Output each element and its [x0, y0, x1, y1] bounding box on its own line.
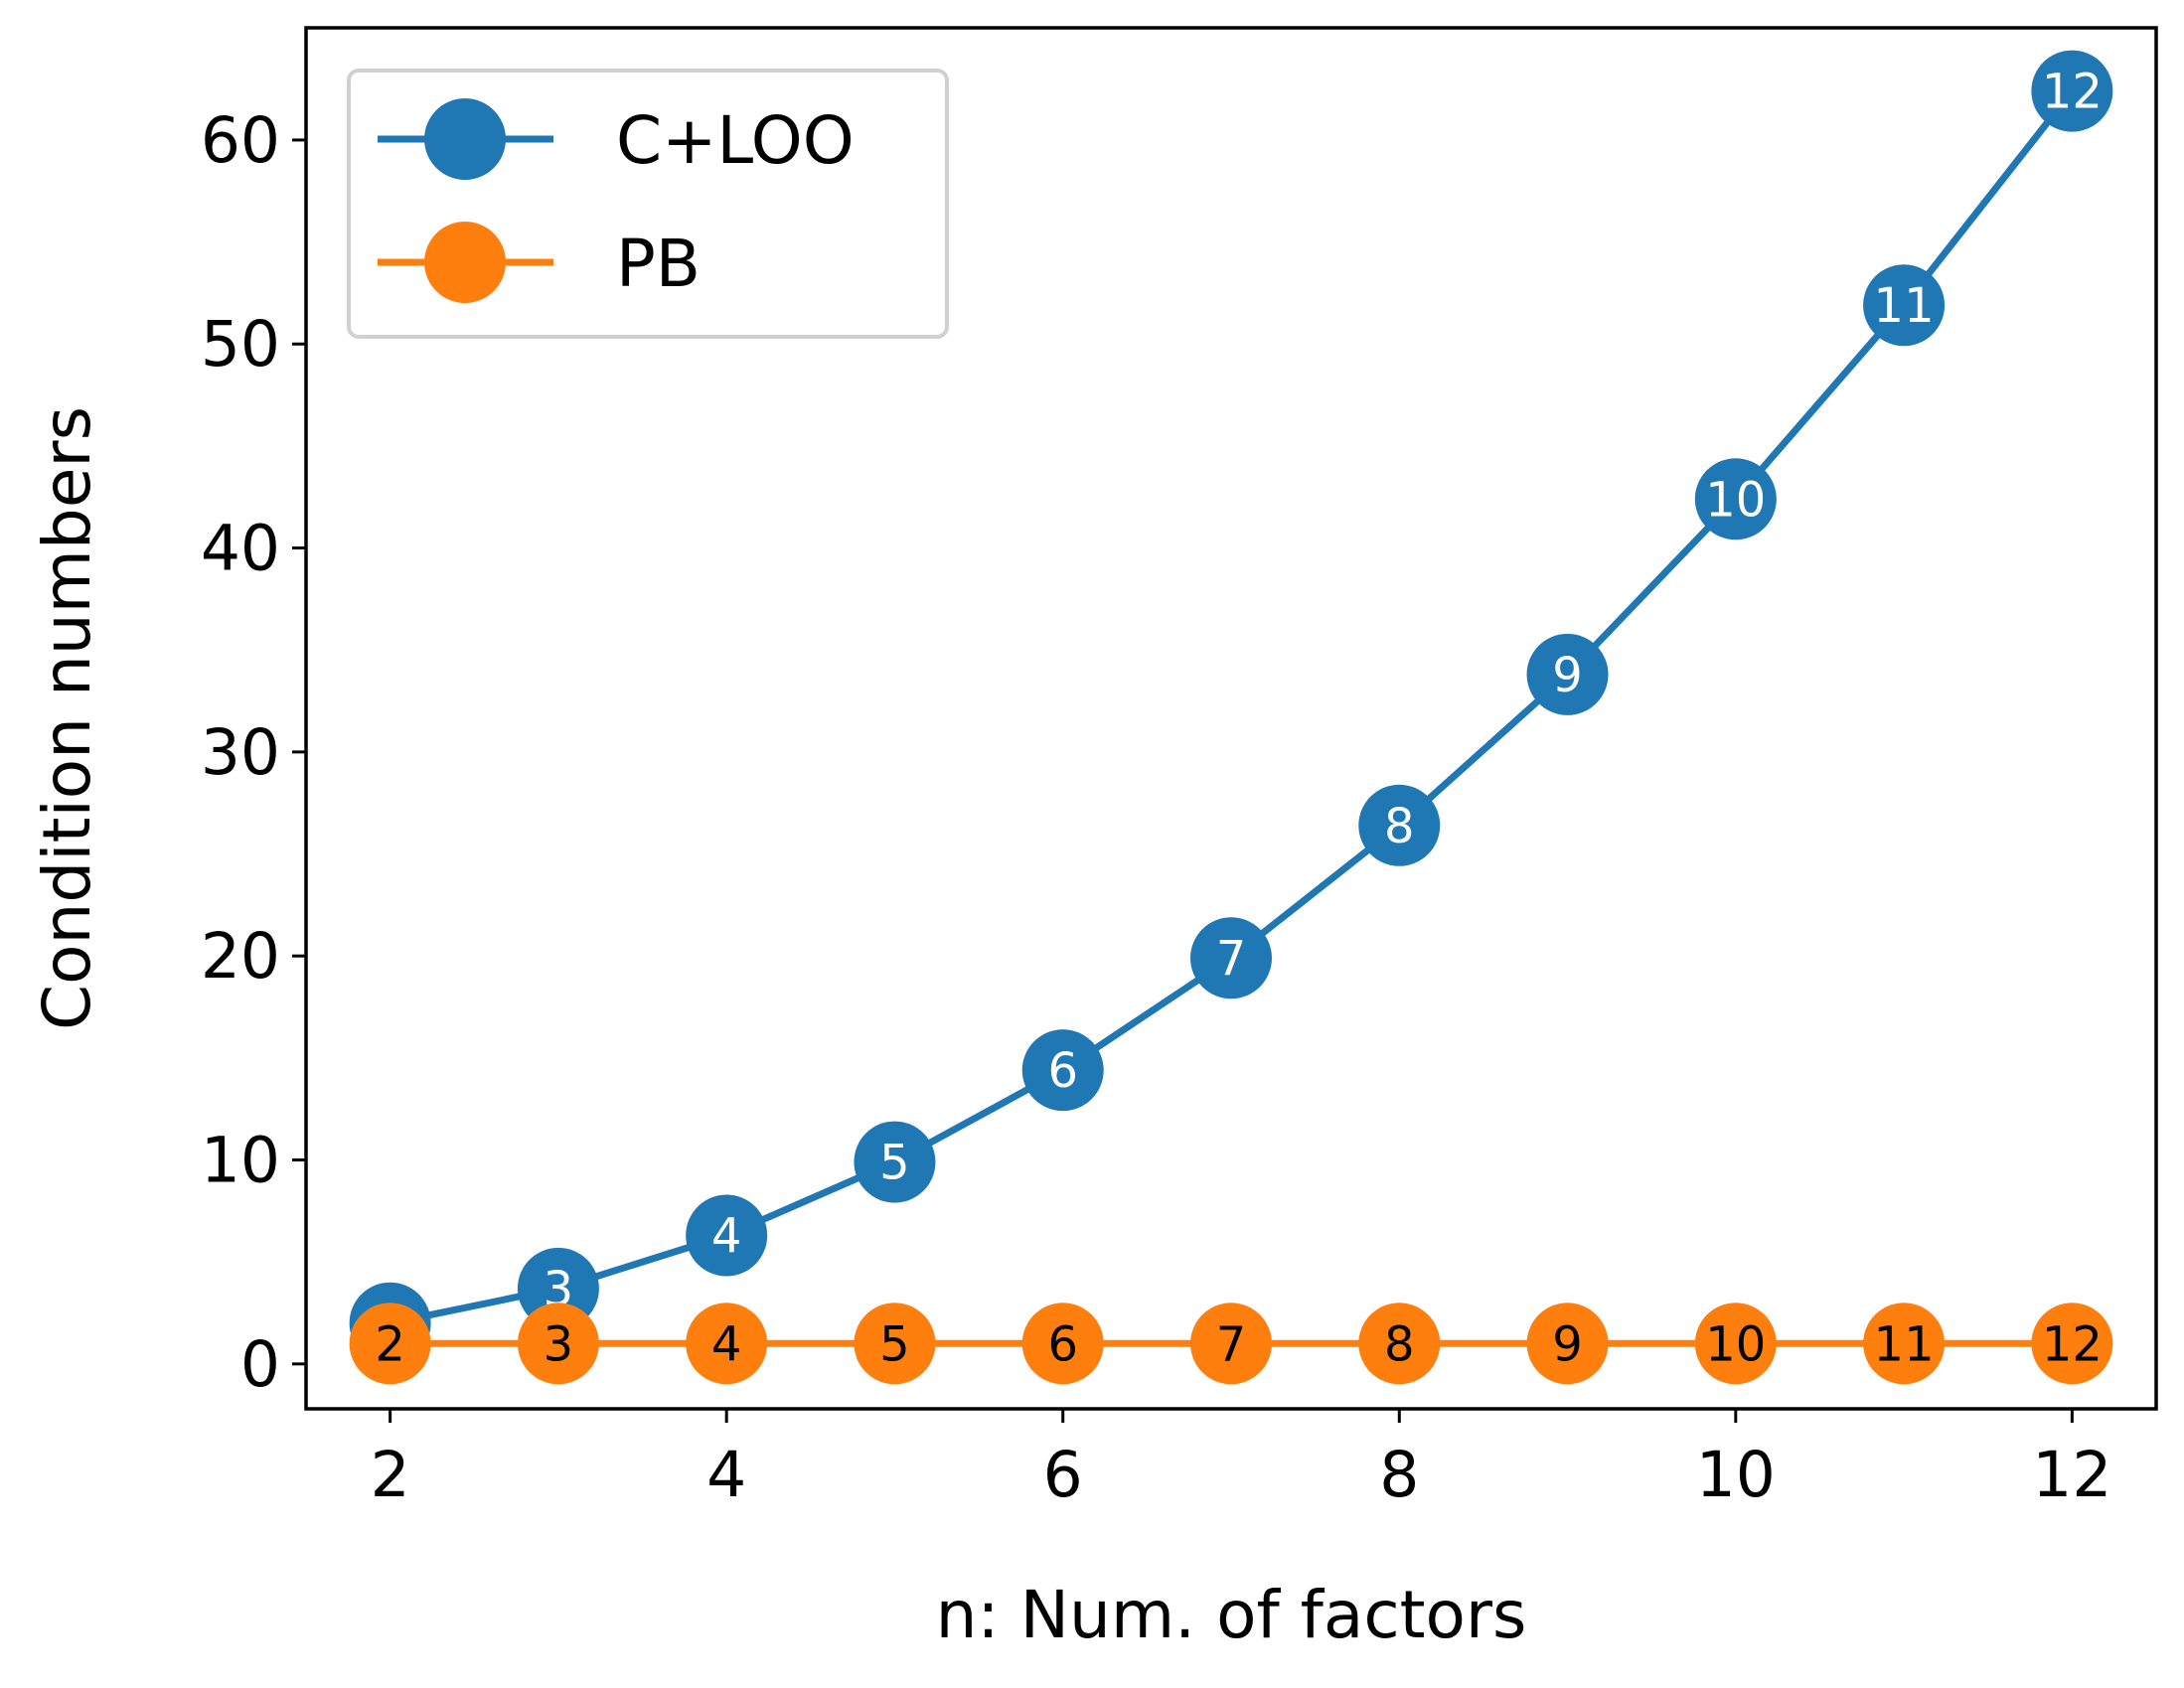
- data-point-label: 7: [1216, 931, 1247, 987]
- data-point: [1526, 1303, 1609, 1385]
- data-point-label: 7: [1216, 1316, 1247, 1372]
- data-point-label: 4: [711, 1316, 742, 1372]
- data-point: [686, 1303, 768, 1385]
- data-point: [2031, 1303, 2113, 1385]
- y-tick-label: 10: [201, 1125, 280, 1197]
- data-point: [854, 1121, 936, 1203]
- data-point-label: 12: [2042, 1316, 2103, 1372]
- legend-entry: PB: [378, 222, 701, 303]
- y-axis-label: Condition numbers: [29, 406, 105, 1030]
- data-point-label: 4: [711, 1208, 742, 1264]
- x-tick-label: 2: [371, 1439, 410, 1511]
- y-tick-label: 0: [240, 1328, 280, 1401]
- legend-label: C+LOO: [616, 102, 855, 179]
- series-pb: 2 3 4 5 6 7 8 9 10 11 12: [349, 1303, 2113, 1385]
- data-point: [1021, 1303, 1104, 1385]
- data-point-label: 11: [1874, 1316, 1935, 1372]
- legend-marker: [424, 98, 506, 180]
- data-point-label: 5: [879, 1136, 910, 1191]
- data-point: [686, 1194, 768, 1277]
- x-tick-label: 4: [706, 1439, 746, 1511]
- data-point: [1526, 633, 1609, 715]
- data-point: [1358, 784, 1441, 866]
- y-axis-ticks: 0 10 20 30 40 50 60: [201, 104, 306, 1401]
- data-point-label: 9: [1552, 1316, 1583, 1372]
- data-point: [1358, 1303, 1441, 1385]
- legend-label: PB: [616, 226, 701, 302]
- data-point: [349, 1303, 431, 1385]
- data-point: [517, 1303, 599, 1385]
- data-point-label: 6: [1047, 1316, 1078, 1372]
- y-tick-label: 20: [201, 920, 280, 993]
- data-point: [1190, 1303, 1272, 1385]
- y-tick-label: 60: [201, 104, 280, 177]
- data-point-label: 10: [1705, 1316, 1766, 1372]
- data-point: [1863, 264, 1946, 347]
- y-tick-label: 50: [201, 308, 280, 381]
- x-tick-label: 6: [1043, 1439, 1083, 1511]
- data-point-label: 2: [375, 1316, 405, 1372]
- legend-entry: C+LOO: [378, 98, 855, 180]
- data-point-label: 9: [1552, 648, 1583, 703]
- data-point-label: 10: [1705, 472, 1766, 528]
- x-tick-label: 8: [1379, 1439, 1419, 1511]
- x-axis-ticks: 2 4 6 8 10 12: [371, 1409, 2111, 1511]
- data-point-label: 8: [1384, 799, 1415, 854]
- data-point-label: 8: [1384, 1316, 1415, 1372]
- data-point: [1190, 917, 1272, 999]
- x-tick-label: 10: [1696, 1439, 1776, 1511]
- data-point: [1694, 458, 1777, 540]
- data-point-label: 6: [1047, 1043, 1078, 1099]
- data-point-label: 12: [2042, 65, 2103, 120]
- legend-entries: C+LOO PB: [378, 98, 855, 303]
- plot-frame: [304, 26, 2158, 1411]
- x-axis-label: n: Num. of factors: [936, 1577, 1527, 1653]
- legend-marker: [424, 222, 506, 303]
- data-point: [1863, 1303, 1946, 1385]
- legend: C+LOO PB: [347, 69, 949, 339]
- data-point: [1694, 1303, 1777, 1385]
- data-point-label: 3: [544, 1316, 574, 1372]
- data-point-label: 5: [879, 1316, 910, 1372]
- data-point: [854, 1303, 936, 1385]
- data-point: [1021, 1029, 1104, 1112]
- x-tick-label: 12: [2032, 1439, 2111, 1511]
- data-point-label: 11: [1874, 278, 1935, 334]
- data-point: [2031, 50, 2113, 132]
- series-layer: 2345678910111223456789101112: [349, 50, 2113, 1385]
- y-tick-label: 40: [201, 513, 280, 585]
- y-tick-label: 30: [201, 716, 280, 789]
